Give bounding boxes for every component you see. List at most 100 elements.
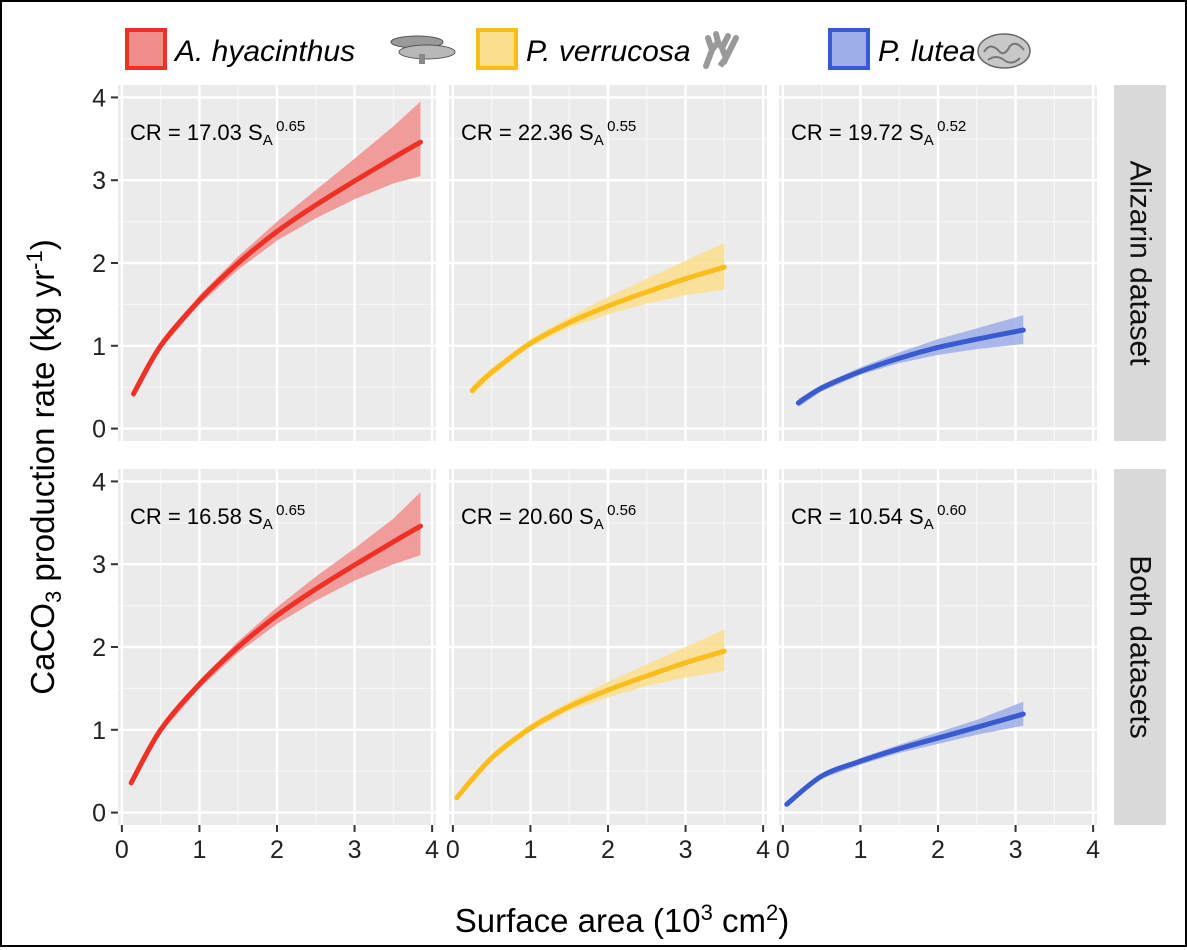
legend-item-p-verrucosa: P. verrucosa <box>476 28 739 70</box>
strip-label: Alizarin dataset <box>1124 160 1157 366</box>
legend-swatch <box>828 28 870 70</box>
panel-1-2: CR = 22.36 SA 0.55 <box>449 85 767 441</box>
x-tick-label: 0 <box>446 836 460 864</box>
table-coral-lower <box>398 44 456 60</box>
confidence-ribbon <box>786 701 1024 806</box>
legend-swatch <box>476 28 518 70</box>
table-coral-icon <box>390 35 456 64</box>
brain-coral-icon <box>977 33 1031 69</box>
equation-label: CR = 19.72 SA 0.52 <box>791 118 966 149</box>
equation-subscript: A <box>594 516 607 533</box>
branching-coral-icon <box>703 31 739 69</box>
legend-item-p-lutea: P. lutea <box>828 28 1031 70</box>
legend-label: A. hyacinthus <box>173 35 355 68</box>
equation-exponent: 0.60 <box>937 502 966 519</box>
panel-2-3: CR = 10.54 SA 0.60 <box>779 469 1097 825</box>
strip-background <box>1114 469 1166 825</box>
y-tick-label: 3 <box>92 551 106 579</box>
equation-prefix: CR = 17.03 <box>130 120 248 145</box>
legend-label: P. lutea <box>878 35 976 68</box>
fitted-line <box>469 264 727 393</box>
equation-exponent: 0.65 <box>276 502 305 519</box>
y-tick-label: 4 <box>92 468 106 496</box>
equation-exponent: 0.56 <box>607 502 636 519</box>
equation-subscript: A <box>263 516 276 533</box>
x-tick-label: 2 <box>270 836 284 864</box>
x-tick-label: 0 <box>115 836 129 864</box>
row-strip-alizarin-dataset: Alizarin dataset <box>1114 85 1166 441</box>
panels: CR = 17.03 SA 0.65 CR = 22.36 SA 0.55 CR =… <box>118 85 1097 825</box>
equation-label: CR = 22.36 SA 0.55 <box>461 118 636 149</box>
equation-exponent: 0.52 <box>937 118 966 135</box>
y-tick-label: 0 <box>92 416 106 444</box>
equation-variable: S <box>579 504 594 529</box>
equation-label: CR = 20.60 SA 0.56 <box>461 502 636 533</box>
fitted-line <box>454 648 727 801</box>
panel-1-3: CR = 19.72 SA 0.52 <box>779 85 1097 441</box>
confidence-ribbon <box>133 101 421 399</box>
x-tick-label: 1 <box>192 836 206 864</box>
x-tick-label: 3 <box>1009 836 1023 864</box>
y-tick-label: 0 <box>92 800 106 828</box>
x-tick-label: 2 <box>931 836 945 864</box>
confidence-ribbon <box>472 243 725 396</box>
equation-prefix: CR = 19.72 <box>791 120 909 145</box>
row-strips: Alizarin dataset Both datasets <box>1114 85 1166 825</box>
y-tick-label: 2 <box>92 250 106 278</box>
equation-prefix: CR = 22.36 <box>461 120 579 145</box>
equation-prefix: CR = 20.60 <box>461 504 579 529</box>
equation-subscript: A <box>924 516 937 533</box>
fitted-line <box>128 523 423 786</box>
equation-subscript: A <box>594 132 607 149</box>
equation-subscript: A <box>924 132 937 149</box>
equation-variable: S <box>248 120 263 145</box>
panel-1-1: CR = 17.03 SA 0.65 <box>118 85 436 441</box>
equation-variable: S <box>909 120 924 145</box>
x-tick-label: 4 <box>1086 836 1100 864</box>
confidence-ribbon <box>798 315 1024 408</box>
y-tick-label: 3 <box>92 167 106 195</box>
equation-label: CR = 10.54 SA 0.60 <box>791 502 966 533</box>
panel-2-1: CR = 16.58 SA 0.65 <box>118 469 436 825</box>
x-tick-label: 3 <box>679 836 693 864</box>
brain-coral-grooves <box>983 42 1025 64</box>
equation-exponent: 0.55 <box>607 118 636 135</box>
table-coral-stem <box>419 54 425 64</box>
x-tick-label: 4 <box>425 836 439 864</box>
equation-variable: S <box>909 504 924 529</box>
equation-prefix: CR = 10.54 <box>791 504 909 529</box>
equation-label: CR = 16.58 SA 0.65 <box>130 502 305 533</box>
equation-variable: S <box>248 504 263 529</box>
equation-prefix: CR = 16.58 <box>130 504 248 529</box>
x-tick-label: 3 <box>348 836 362 864</box>
equation-label: CR = 17.03 SA 0.65 <box>130 118 305 149</box>
legend-item-a-hyacinthus: A. hyacinthus <box>125 28 456 70</box>
x-tick-label: 1 <box>523 836 537 864</box>
y-axis-title: CaCO3 production rate (kg yr-1) <box>22 239 66 694</box>
strip-background <box>1114 85 1166 441</box>
fitted-line <box>784 711 1026 807</box>
x-tick-label: 0 <box>776 836 790 864</box>
fitted-line <box>795 327 1026 406</box>
panel-2-2: CR = 20.60 SA 0.56 <box>449 469 767 825</box>
x-tick-label: 1 <box>853 836 867 864</box>
branching-coral-shape <box>703 31 739 69</box>
equation-subscript: A <box>263 132 276 149</box>
confidence-ribbon <box>131 492 421 787</box>
x-tick-label: 2 <box>601 836 615 864</box>
legend: A. hyacinthus P. verrucosa P. lutea <box>125 28 1031 70</box>
x-tick-label: 4 <box>756 836 770 864</box>
legend-swatch <box>125 28 167 70</box>
fitted-line <box>131 139 423 397</box>
y-tick-label: 1 <box>92 333 106 361</box>
row-strip-both-datasets: Both datasets <box>1114 469 1166 825</box>
x-axis-title: Surface area (103 cm2) <box>455 900 789 939</box>
legend-label: P. verrucosa <box>526 35 691 68</box>
equation-variable: S <box>579 120 594 145</box>
y-tick-label: 2 <box>92 634 106 662</box>
equation-exponent: 0.65 <box>276 118 305 135</box>
strip-label: Both datasets <box>1124 555 1157 738</box>
